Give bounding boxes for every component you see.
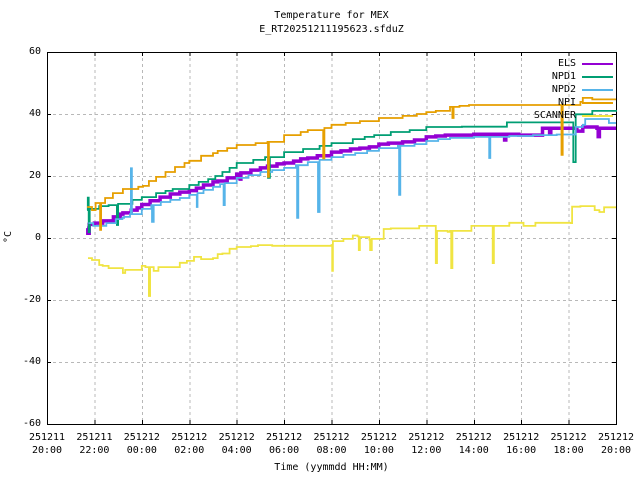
y-tick-label: -40 — [22, 356, 41, 367]
x-tick-time: 20:00 — [31, 445, 63, 456]
x-tick-label: 251212 18:00 — [539, 431, 599, 457]
x-tick-label: 251212 04:00 — [207, 431, 267, 457]
x-tick-date: 251212 — [313, 432, 350, 443]
y-tick-label: 0 — [34, 232, 41, 243]
legend-label-npd2: NPD2 — [551, 84, 576, 95]
x-tick-time: 04:00 — [221, 445, 252, 456]
x-tick-time: 14:00 — [458, 445, 489, 456]
legend-label-scanner: SCANNER — [533, 110, 576, 121]
x-tick-label: 251211 20:00 — [17, 431, 77, 457]
chart-title: Temperature for MEX — [274, 10, 389, 21]
x-tick-time: 10:00 — [363, 445, 394, 456]
series-NPD2 — [88, 118, 616, 227]
x-tick-date: 251212 — [408, 432, 445, 443]
x-tick-date: 251211 — [28, 432, 66, 443]
y-tick-label: -60 — [22, 418, 41, 429]
legend-label-npd1: NPD1 — [551, 71, 576, 82]
x-tick-time: 22:00 — [79, 445, 110, 456]
x-tick-date: 251212 — [171, 432, 208, 443]
x-tick-time: 00:00 — [126, 445, 157, 456]
y-tick-label: 40 — [28, 108, 41, 119]
legend-label-els: ELS — [557, 58, 576, 69]
x-tick-date: 251211 — [76, 432, 113, 443]
legend-label-npi: NPI — [557, 97, 576, 108]
chart-subtitle: E_RT20251211195623.sfduZ — [259, 24, 404, 35]
y-tick-label: 20 — [28, 170, 41, 181]
x-tick-time: 20:00 — [600, 445, 632, 456]
x-tick-date: 251212 — [218, 432, 255, 443]
x-tick-date: 251212 — [597, 432, 635, 443]
x-tick-label: 251212 20:00 — [586, 431, 640, 457]
x-tick-label: 251212 08:00 — [302, 431, 362, 457]
x-tick-date: 251212 — [266, 432, 303, 443]
x-tick-time: 12:00 — [411, 445, 442, 456]
x-tick-time: 16:00 — [506, 445, 537, 456]
series-SCANNER — [88, 205, 616, 297]
x-axis-label: Time (yymmdd HH:MM) — [274, 462, 389, 473]
y-tick-label: -20 — [22, 294, 41, 305]
series-NPI — [87, 97, 616, 231]
x-tick-label: 251212 02:00 — [159, 431, 219, 457]
legend-sample-npi — [582, 102, 613, 104]
x-tick-label: 251212 10:00 — [349, 431, 409, 457]
legend-sample-els — [582, 63, 613, 65]
x-tick-time: 02:00 — [174, 445, 205, 456]
x-tick-label: 251211 22:00 — [64, 431, 124, 457]
x-tick-label: 251212 06:00 — [254, 431, 314, 457]
x-tick-label: 251212 12:00 — [396, 431, 456, 457]
x-tick-date: 251212 — [360, 432, 397, 443]
series-ELS — [86, 125, 616, 236]
x-tick-time: 18:00 — [553, 445, 584, 456]
x-tick-date: 251212 — [550, 432, 587, 443]
x-tick-date: 251212 — [503, 432, 540, 443]
x-tick-time: 06:00 — [269, 445, 300, 456]
x-tick-date: 251212 — [123, 432, 160, 443]
y-tick-label: 60 — [28, 46, 41, 57]
x-tick-label: 251212 16:00 — [491, 431, 551, 457]
legend-sample-scanner — [582, 115, 613, 117]
legend-sample-npd2 — [582, 89, 613, 91]
series-NPD1 — [86, 110, 617, 233]
x-tick-label: 251212 14:00 — [444, 431, 504, 457]
x-tick-date: 251212 — [455, 432, 492, 443]
legend-sample-npd1 — [582, 76, 613, 78]
x-tick-label: 251212 00:00 — [112, 431, 172, 457]
x-tick-time: 08:00 — [316, 445, 347, 456]
